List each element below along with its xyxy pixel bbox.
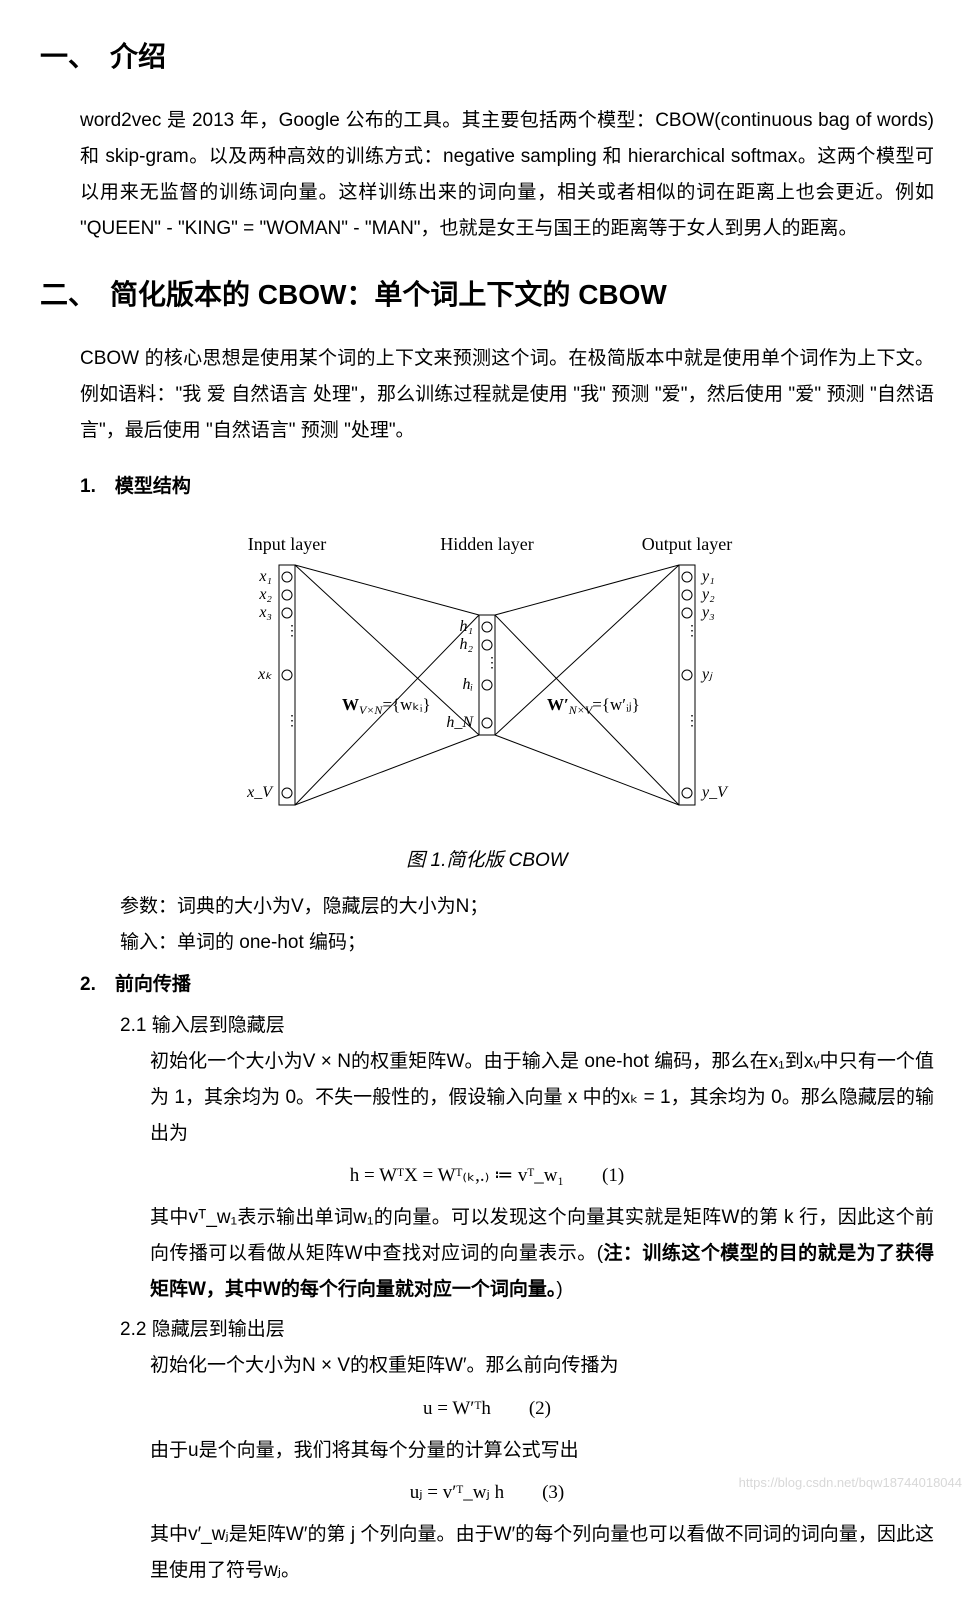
svg-text:⋮: ⋮ (685, 624, 699, 639)
sub21-title: 2.1 输入层到隐藏层 (120, 1008, 934, 1044)
watermark: https://blog.csdn.net/bqw18744018044 (739, 1471, 962, 1496)
svg-text:h₂: h₂ (459, 636, 473, 653)
cbow-figure: Input layer Hidden layer Output layer ⋮ … (40, 525, 934, 833)
s22-p1: 初始化一个大小为N × V的权重矩阵W′。那么前向传播为 (150, 1348, 934, 1384)
section2-heading: 二、 简化版本的 CBOW：单个词上下文的 CBOW (40, 268, 934, 321)
params-line: 参数：词典的大小为V，隐藏层的大小为N； (120, 889, 934, 925)
svg-text:y₃: y₃ (700, 604, 715, 621)
s22-p2: 由于u是个向量，我们将其每个分量的计算公式写出 (150, 1433, 934, 1469)
svg-text:⋮: ⋮ (285, 624, 299, 639)
s21-p1: 初始化一个大小为V × N的权重矩阵W。由于输入是 one-hot 编码，那么在… (150, 1044, 934, 1152)
svg-text:W′N×V={w′ᵢⱼ}: W′N×V={w′ᵢⱼ} (547, 695, 640, 717)
svg-text:h_N: h_N (446, 714, 474, 731)
sub22-title: 2.2 隐藏层到输出层 (120, 1312, 934, 1348)
section1-para: word2vec 是 2013 年，Google 公布的工具。其主要包括两个模型… (80, 103, 934, 247)
figure-caption: 图 1.简化版 CBOW (40, 843, 934, 879)
equation-2: u = W′ᵀh (2) (40, 1391, 934, 1427)
hidden-layer-label: Hidden layer (440, 534, 533, 554)
svg-text:x₁: x₁ (258, 568, 272, 585)
output-layer-label: Output layer (642, 534, 732, 554)
svg-text:yⱼ: yⱼ (700, 666, 713, 683)
svg-text:⋮: ⋮ (285, 714, 299, 729)
sub2-title: 2. 前向传播 (80, 967, 934, 1003)
sub1-title: 1. 模型结构 (80, 469, 934, 505)
svg-text:y_V: y_V (700, 784, 729, 801)
section1-heading: 一、 介绍 (40, 30, 934, 83)
svg-text:⋮: ⋮ (685, 714, 699, 729)
svg-text:x₃: x₃ (258, 604, 272, 621)
svg-text:y₁: y₁ (700, 568, 715, 585)
svg-text:hᵢ: hᵢ (462, 676, 473, 693)
svg-text:⋮: ⋮ (485, 656, 499, 671)
svg-text:x₂: x₂ (258, 586, 272, 603)
s22-p3: 其中v′_wⱼ是矩阵W′的第 j 个列向量。由于W′的每个列向量也可以看做不同词… (150, 1517, 934, 1589)
svg-text:x_V: x_V (246, 784, 274, 801)
svg-text:xₖ: xₖ (257, 666, 272, 683)
input-line: 输入：单词的 one-hot 编码； (120, 925, 934, 961)
input-layer-label: Input layer (248, 534, 326, 554)
section2-para: CBOW 的核心思想是使用某个词的上下文来预测这个词。在极简版本中就是使用单个词… (80, 341, 934, 449)
s21-p2: 其中vᵀ_w₁表示输出单词w₁的向量。可以发现这个向量其实就是矩阵W的第 k 行… (150, 1200, 934, 1308)
svg-text:y₂: y₂ (700, 586, 715, 603)
equation-1: h = WᵀX = Wᵀ₍ₖ,.₎ ≔ vᵀ_w₁ (1) (40, 1158, 934, 1194)
svg-text:WV×N={wₖᵢ}: WV×N={wₖᵢ} (342, 695, 431, 717)
